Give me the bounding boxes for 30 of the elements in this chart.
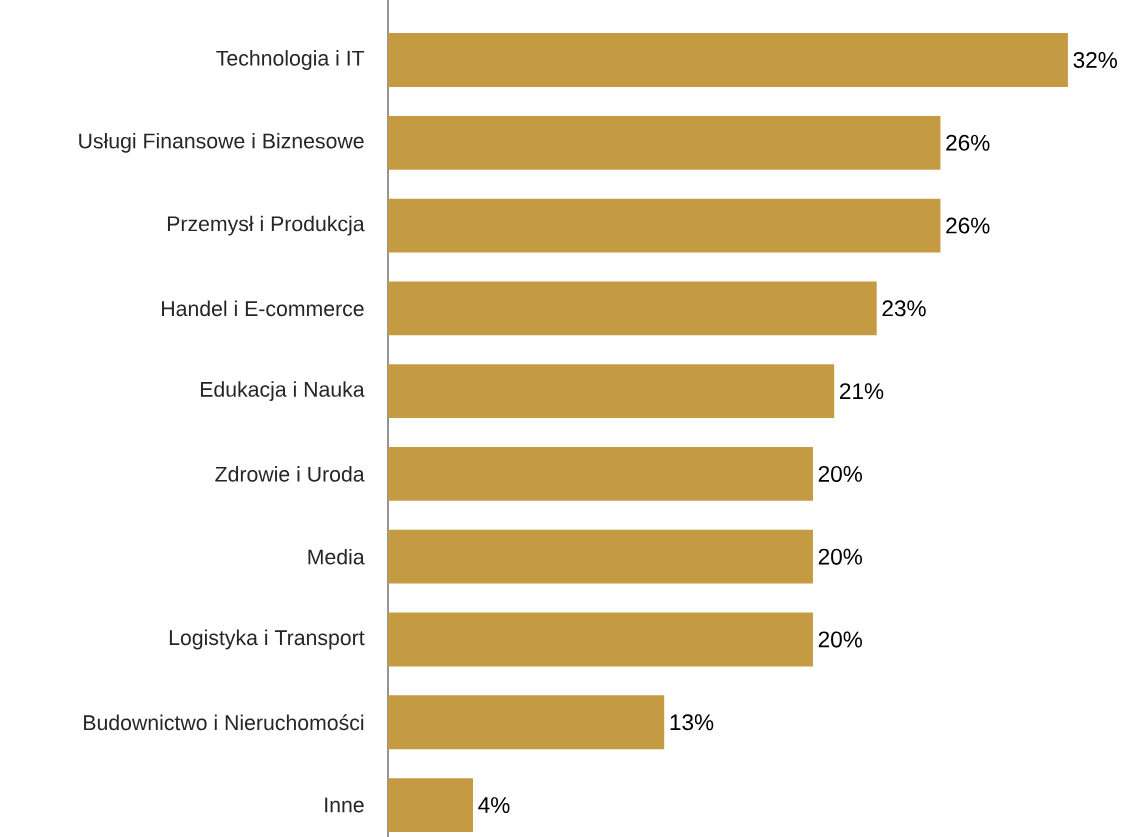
data-label: 20% [818, 465, 863, 482]
data-label: 26% [946, 134, 990, 151]
data-label: 13% [670, 714, 714, 731]
data-label: 23% [882, 300, 926, 317]
y-tick-label: Logistyka i Transport [169, 629, 365, 650]
data-label: 32% [1073, 52, 1117, 69]
y-tick-label: Media [308, 548, 365, 565]
bar [388, 612, 813, 667]
y-tick-label: Budownictwo i Nieruchomości [84, 714, 364, 731]
y-tick-label: Handel i E-commerce [162, 300, 364, 317]
bar [388, 695, 665, 750]
bar [388, 364, 835, 419]
bar [388, 778, 473, 832]
data-label: 20% [818, 631, 863, 648]
y-tick-label: Usługi Finansowe i Biznesowe [79, 132, 364, 153]
bar [388, 281, 877, 336]
bar [388, 447, 813, 501]
y-tick-label: Technologia i IT [216, 50, 365, 70]
data-label: 21% [840, 383, 884, 400]
data-label: 20% [818, 548, 863, 565]
data-label: 4% [478, 797, 510, 813]
y-tick-label: Inne [325, 797, 364, 813]
y-tick-label: Przemysł i Produkcja [167, 215, 365, 236]
data-label: 26% [946, 217, 990, 234]
bar [388, 529, 813, 584]
bar [388, 115, 941, 170]
bar [388, 33, 1068, 87]
bar [388, 198, 941, 253]
y-tick-label: Zdrowie i Uroda [215, 466, 365, 482]
y-tick-label: Edukacja i Nauka [201, 381, 365, 402]
